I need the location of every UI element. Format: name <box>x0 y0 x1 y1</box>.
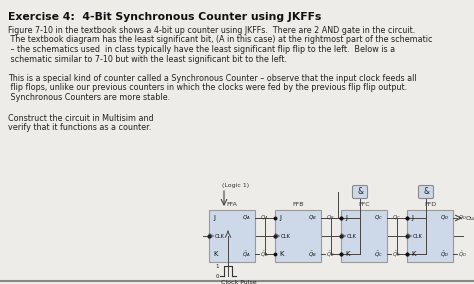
Text: $\bar{Q}_D$: $\bar{Q}_D$ <box>440 249 449 259</box>
FancyBboxPatch shape <box>353 185 367 199</box>
Text: K: K <box>411 251 416 257</box>
Text: $\bar{Q}_A$: $\bar{Q}_A$ <box>260 249 268 259</box>
Text: &: & <box>357 187 363 197</box>
Text: FFB: FFB <box>292 202 304 207</box>
Text: J: J <box>345 215 347 221</box>
Text: 1: 1 <box>216 264 219 268</box>
Text: $Q_C$: $Q_C$ <box>392 214 401 222</box>
Text: Clock Pulse: Clock Pulse <box>221 280 256 284</box>
Bar <box>275 210 321 262</box>
Text: K: K <box>279 251 283 257</box>
Polygon shape <box>209 233 214 239</box>
Polygon shape <box>275 233 280 239</box>
Text: $\bar{Q}_B$: $\bar{Q}_B$ <box>326 249 335 259</box>
Text: $Q_B$: $Q_B$ <box>308 214 317 222</box>
Text: CLK: CLK <box>215 233 225 239</box>
Text: J: J <box>213 215 215 221</box>
Text: CLK: CLK <box>281 233 291 239</box>
Text: K: K <box>213 251 218 257</box>
Text: verify that it functions as a counter.: verify that it functions as a counter. <box>8 123 151 132</box>
Text: FFC: FFC <box>358 202 370 207</box>
Text: Construct the circuit in Multisim and: Construct the circuit in Multisim and <box>8 114 154 123</box>
Text: $Q_B$: $Q_B$ <box>326 214 335 222</box>
Text: Synchronous Counters are more stable.: Synchronous Counters are more stable. <box>8 93 170 102</box>
Text: $\bar{Q}_C$: $\bar{Q}_C$ <box>392 249 401 259</box>
Text: CLK: CLK <box>347 233 357 239</box>
Text: J: J <box>411 215 413 221</box>
Text: $Q_D$: $Q_D$ <box>440 214 449 222</box>
Text: $Q_D$: $Q_D$ <box>458 214 467 222</box>
Text: This is a special kind of counter called a Synchronous Counter – observe that th: This is a special kind of counter called… <box>8 74 417 83</box>
Bar <box>341 210 387 262</box>
Text: K: K <box>345 251 349 257</box>
Text: The textbook diagram has the least significant bit, (A in this case) at the righ: The textbook diagram has the least signi… <box>8 36 432 45</box>
Text: &: & <box>423 187 429 197</box>
Text: flip flops, unlike our previous counters in which the clocks were fed by the pre: flip flops, unlike our previous counters… <box>8 83 407 93</box>
Polygon shape <box>407 233 412 239</box>
Text: $\bar{Q}_C$: $\bar{Q}_C$ <box>374 249 383 259</box>
Text: 0: 0 <box>216 273 219 279</box>
Text: (Logic 1): (Logic 1) <box>222 183 249 188</box>
Bar <box>407 210 453 262</box>
Text: FFD: FFD <box>424 202 436 207</box>
Text: $Q_A$: $Q_A$ <box>242 214 251 222</box>
Text: $\bar{Q}_D$: $\bar{Q}_D$ <box>458 249 467 259</box>
Bar <box>209 210 255 262</box>
Text: FFA: FFA <box>227 202 237 207</box>
Text: $Q_C$: $Q_C$ <box>374 214 383 222</box>
Text: $\bar{Q}_B$: $\bar{Q}_B$ <box>308 249 317 259</box>
Text: $Q_A$: $Q_A$ <box>260 214 268 222</box>
Text: $\bar{Q}_A$: $\bar{Q}_A$ <box>242 249 251 259</box>
FancyBboxPatch shape <box>419 185 434 199</box>
Text: Figure 7-10 in the textbook shows a 4-bit up counter using JKFFs.  There are 2 A: Figure 7-10 in the textbook shows a 4-bi… <box>8 26 415 35</box>
Polygon shape <box>341 233 346 239</box>
Text: – the schematics used  in class typically have the least significant flip flip t: – the schematics used in class typically… <box>8 45 395 54</box>
Text: Exercise 4:  4-Bit Synchronous Counter using JKFFs: Exercise 4: 4-Bit Synchronous Counter us… <box>8 12 321 22</box>
Text: J: J <box>279 215 281 221</box>
Text: CLK: CLK <box>413 233 423 239</box>
Text: schematic similar to 7-10 but with the least significant bit to the left.: schematic similar to 7-10 but with the l… <box>8 55 287 64</box>
Text: Out: Out <box>466 216 474 220</box>
